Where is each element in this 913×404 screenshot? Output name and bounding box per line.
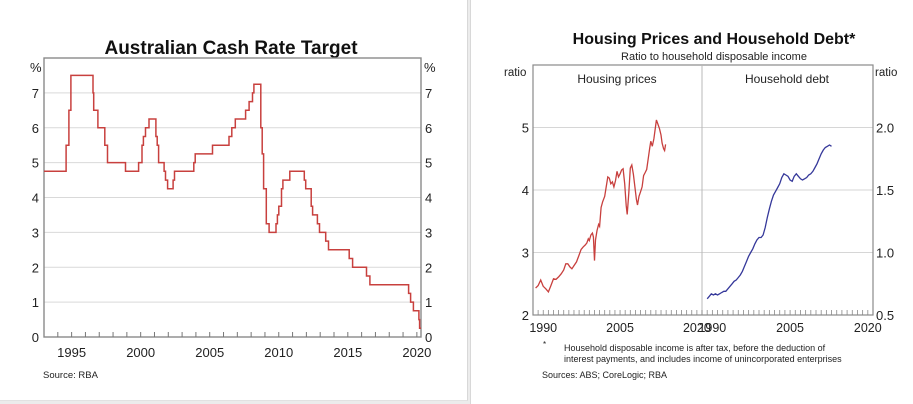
x-tick-label: 2020 [683,321,711,335]
panel-label-household-debt: Household debt [745,72,830,86]
x-tick-label: 1990 [529,321,557,335]
y-tick-label-left: 3 [522,246,529,261]
footnote-line-2: interest payments, and includes income o… [564,354,842,364]
y-tick-label-right: 0.5 [876,308,894,323]
x-tick-label: 2005 [776,321,804,335]
x-tick-label: 2005 [195,345,224,360]
chart-title: Housing Prices and Household Debt* [573,31,856,48]
x-tick-label: 2005 [606,321,634,335]
x-tick-label: 2020 [854,321,882,335]
y-tick-label-right: 4 [425,191,432,206]
y-tick-label-right: 2.0 [876,121,894,136]
panel-label-housing-prices: Housing prices [577,72,656,86]
footnote-line-1: Household disposable income is after tax… [564,343,826,353]
y-tick-label-right: 6 [425,121,432,136]
y-unit-left: % [30,60,42,75]
household-debt-line [706,144,832,300]
y-tick-label-left: 7 [32,86,39,101]
housing-debt-chart: Housing Prices and Household Debt* Ratio… [504,31,897,380]
y-tick-label-left: 4 [32,191,39,206]
y-tick-label-left: 0 [32,330,39,345]
x-tick-label: 1995 [57,345,86,360]
y-tick-label-right: 1 [425,295,432,310]
y-unit-right: ratio [875,67,897,79]
x-tick-label: 2020 [402,345,431,360]
footnote-marker: * [543,340,546,349]
chart-title: Australian Cash Rate Target [104,38,358,59]
y-tick-label-left: 5 [522,121,529,136]
cash-rate-chart: Australian Cash Rate Target 1995 2000 2005… [30,38,436,381]
cash-rate-line [44,74,421,330]
y-tick-label-right: 0 [425,330,432,345]
y-tick-label-left: 3 [32,225,39,240]
y-tick-label-right: 2 [425,260,432,275]
cash-rate-chart-card: Australian Cash Rate Target 1995 2000 2005… [0,0,468,401]
y-tick-label-right: 5 [425,156,432,171]
x-tick-label: 2010 [264,345,293,360]
source-note: Sources: ABS; CoreLogic; RBA [542,370,667,380]
x-tick-label: 2015 [333,345,362,360]
y-tick-label-right: 1.5 [876,183,894,198]
plot-frame [532,64,874,316]
chart-subtitle: Ratio to household disposable income [621,51,807,63]
x-tick-label: 1990 [698,321,726,335]
y-tick-label-right: 3 [425,225,432,240]
housing-prices-line [535,119,667,294]
y-unit-right: % [424,60,436,75]
plot-frame [43,57,422,338]
y-tick-label-left: 5 [32,156,39,171]
x-tick-label: 2000 [126,345,155,360]
y-tick-label-right: 7 [425,86,432,101]
y-tick-label-right: 1.0 [876,246,894,261]
y-tick-label-left: 4 [522,183,529,198]
y-tick-label-left: 6 [32,121,39,136]
y-tick-label-left: 2 [522,308,529,323]
y-tick-label-left: 1 [32,295,39,310]
y-unit-left: ratio [504,67,526,79]
y-tick-label-left: 2 [32,260,39,275]
source-note: Source: RBA [43,370,99,381]
housing-debt-chart-card: Housing Prices and Household Debt* Ratio… [470,0,913,404]
